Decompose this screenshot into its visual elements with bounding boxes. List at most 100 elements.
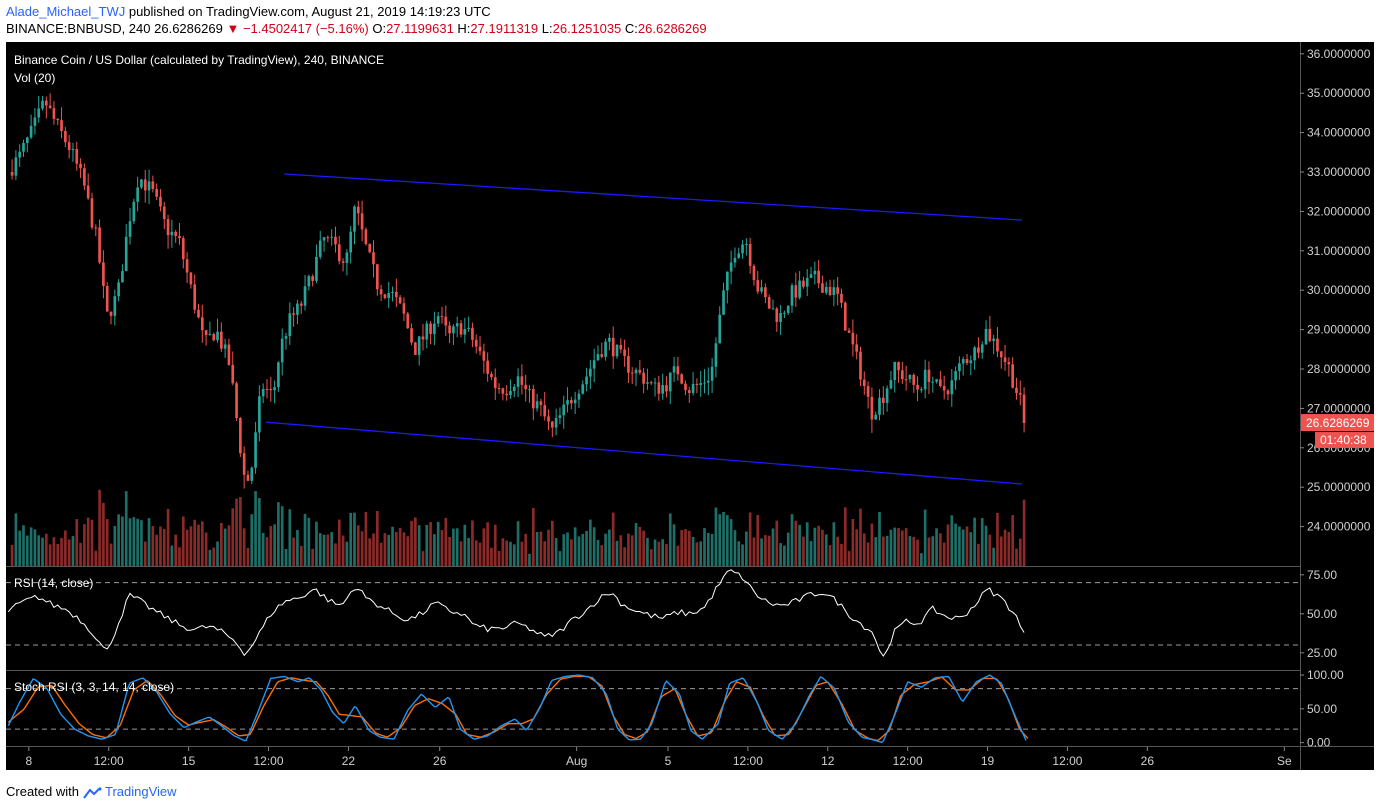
candle-body (52, 108, 56, 119)
candle-body (231, 364, 235, 384)
volume-bar (573, 527, 577, 566)
volume-bar (828, 545, 832, 566)
candle-body (375, 264, 379, 290)
time-tick-label: 19 (981, 754, 995, 768)
candle-body (558, 415, 562, 419)
volume-bar (589, 519, 592, 566)
author-link[interactable]: Alade_Michael_TWJ (6, 4, 126, 19)
volume-bar (748, 512, 752, 566)
volume-bar (200, 521, 204, 566)
volume-bar (581, 533, 585, 566)
candle-body (992, 338, 995, 342)
time-tick-label: 12:00 (1052, 754, 1082, 768)
tradingview-brand-link[interactable]: TradingView (104, 784, 177, 799)
rsi-pane[interactable] (6, 569, 1300, 657)
price-tick-label: 24.0000000 (1307, 520, 1371, 534)
volume-bar (452, 528, 455, 566)
volume-bar (353, 512, 356, 566)
volume-bar (1018, 538, 1022, 566)
volume-bar (41, 537, 44, 566)
volume-bar (178, 547, 181, 566)
volume-bar (440, 530, 444, 566)
candle-body (227, 344, 231, 365)
volume-bar (996, 512, 999, 566)
candle-body (486, 360, 489, 374)
volume-bar (364, 511, 368, 566)
ohlc-bar: BINANCE:BNBUSD, 240 26.6286269 ▼ −1.4502… (6, 21, 707, 36)
candle-body (193, 284, 197, 310)
volume-bar (185, 529, 189, 566)
candle-body (950, 380, 954, 395)
candle-body (136, 187, 139, 202)
volume-bar (885, 535, 889, 566)
volume-bar (794, 520, 798, 566)
chart-area[interactable]: 36.0000000 35.0000000 34.0000000 33.0000000… (0, 0, 1380, 770)
candle-body (699, 383, 703, 385)
price-tick-label: 30.0000000 (1307, 283, 1371, 297)
candle-body (638, 369, 642, 373)
volume-bar (813, 527, 817, 566)
candle-body (482, 351, 486, 361)
volume-bar (722, 511, 725, 566)
candle-body (680, 374, 684, 384)
volume-bar (786, 532, 790, 566)
volume-bar (288, 509, 292, 566)
candle-body (573, 399, 577, 404)
candle-body (817, 270, 820, 284)
candle-body (212, 334, 216, 341)
candle-body (444, 316, 448, 326)
candle-body (166, 219, 170, 236)
candle-body (296, 303, 299, 315)
candle-body (162, 206, 166, 220)
volume-bar (52, 537, 56, 566)
volume-bar (543, 541, 547, 566)
candle-body (893, 361, 897, 381)
candle-body (307, 276, 311, 287)
candle-body (315, 256, 318, 281)
volume-bar (265, 537, 269, 566)
countdown-tag (1315, 432, 1374, 449)
volume-bar (474, 540, 478, 566)
candle-body (273, 387, 276, 391)
volume-bar (672, 524, 676, 566)
candle-body (1003, 357, 1007, 363)
candle-body (242, 453, 246, 475)
candle-body (805, 277, 809, 287)
candle-body (94, 227, 98, 229)
candle-body (927, 369, 931, 382)
volume-bar (920, 553, 923, 566)
candle-body (41, 100, 44, 109)
candle-body (668, 372, 672, 392)
channel-line (266, 421, 1022, 485)
volume-bar (634, 523, 638, 566)
volume-bar (630, 535, 634, 566)
stoch-rsi-pane[interactable] (6, 674, 1300, 744)
volume-bar (687, 530, 691, 566)
candle-body (646, 382, 649, 384)
volume-bar (562, 534, 566, 566)
volume-bar (843, 507, 847, 566)
candle-body (611, 337, 615, 357)
candle-body (672, 366, 676, 373)
volume-bar (931, 536, 935, 566)
volume-bar (56, 543, 60, 566)
price-change: −1.4502417 (−5.16%) (242, 21, 369, 36)
volume-bar (874, 537, 878, 566)
candle-body (455, 323, 459, 327)
tradingview-logo-icon[interactable] (83, 784, 103, 799)
candle-body (813, 270, 817, 275)
candle-body (843, 302, 847, 331)
volume-bar (372, 533, 375, 566)
volume-bar (516, 521, 520, 566)
volume-bar (988, 534, 992, 566)
candle-body (581, 384, 585, 394)
volume-bar (345, 541, 349, 566)
volume-bar (311, 548, 314, 566)
candle-body (124, 236, 128, 271)
trend-channel[interactable] (266, 173, 1022, 485)
volume-bar (174, 534, 178, 566)
volume-bar (143, 541, 147, 566)
volume-bar (878, 511, 881, 566)
price-tick-label: 28.0000000 (1307, 362, 1371, 376)
volume-bar (897, 528, 900, 566)
